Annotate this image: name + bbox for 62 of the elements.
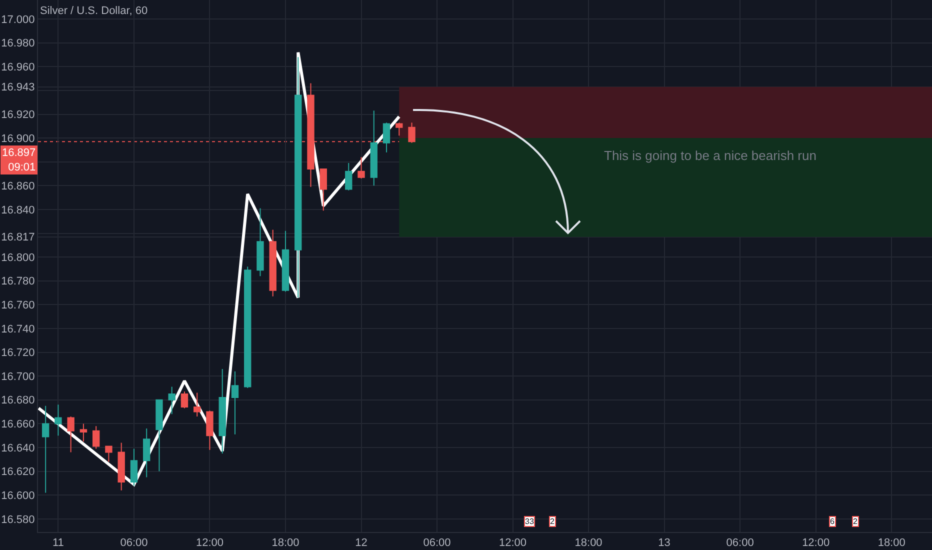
y-tick-label: 17.000 (1, 14, 35, 26)
annotation: 2 (853, 517, 858, 526)
y-tick-label: 16.943 (1, 82, 35, 94)
candlestick (92, 426, 100, 450)
y-tick-label: 16.740 (1, 323, 35, 336)
y-tick-label: 16.700 (1, 370, 35, 383)
candlestick (244, 266, 252, 388)
x-tick-label: 18:00 (272, 537, 300, 550)
candlestick (54, 404, 62, 436)
y-tick-label: 16.620 (1, 466, 35, 478)
candlestick (194, 392, 201, 418)
candlestick (168, 386, 176, 415)
y-tick-label: 16.980 (1, 38, 35, 50)
x-tick-label: 06:00 (423, 537, 451, 550)
candlestick (105, 446, 112, 462)
y-tick-label: 16.660 (1, 418, 35, 431)
y-tick-label: 16.840 (1, 204, 35, 216)
chart-title: Silver / U.S. Dollar, 60 (40, 4, 148, 17)
x-tick-label: 18:00 (574, 537, 602, 550)
y-tick-label: 16.920 (1, 109, 35, 122)
candlestick (320, 168, 327, 212)
annotation: 6 (830, 517, 835, 526)
candlestick (42, 405, 50, 494)
candlestick (80, 423, 88, 442)
y-tick-label: 16.680 (1, 394, 35, 407)
y-tick-label: 16.900 (1, 132, 35, 145)
y-tick-label: 16.760 (1, 300, 35, 312)
y-tick-label: 16.780 (1, 276, 35, 288)
x-tick-label: 11 (52, 537, 64, 550)
x-tick-label: 06:00 (726, 537, 754, 550)
ref-line-label: 16.897 09:01 (2, 147, 36, 174)
candlestick (294, 56, 302, 298)
annotation: 33 (525, 517, 534, 526)
candlestick (282, 230, 290, 292)
x-tick-label: 18:00 (878, 537, 906, 550)
annotation: 2 (550, 517, 555, 526)
y-tick-label: 16.600 (1, 490, 35, 502)
candlestick (180, 391, 188, 409)
x-tick-label: 12 (355, 537, 368, 550)
y-tick-label: 16.720 (1, 347, 35, 360)
candlestick (143, 428, 150, 478)
candlestick (231, 370, 239, 435)
candlestick (269, 229, 276, 297)
x-tick-label: 12:00 (196, 537, 224, 550)
y-tick-label: 16.640 (1, 442, 35, 454)
x-tick-label: 13 (658, 537, 670, 550)
candlestick (206, 410, 214, 450)
x-tick-label: 12:00 (802, 537, 830, 550)
candlestick (156, 399, 163, 472)
y-tick-label: 16.817 (1, 232, 35, 244)
candlestick (118, 442, 125, 491)
y-tick-label: 16.960 (1, 62, 35, 74)
x-tick-label: 06:00 (120, 537, 148, 550)
y-tick-label: 16.860 (1, 180, 35, 193)
x-tick-label: 12:00 (499, 537, 527, 550)
candlestick (218, 368, 226, 454)
candlestick (256, 208, 264, 277)
annotation: This is going to be a nice bearish run (604, 148, 816, 163)
candlestick (67, 416, 74, 453)
candlestick (130, 448, 138, 486)
y-tick-label: 16.580 (1, 514, 35, 526)
y-tick-label: 16.800 (1, 252, 35, 264)
